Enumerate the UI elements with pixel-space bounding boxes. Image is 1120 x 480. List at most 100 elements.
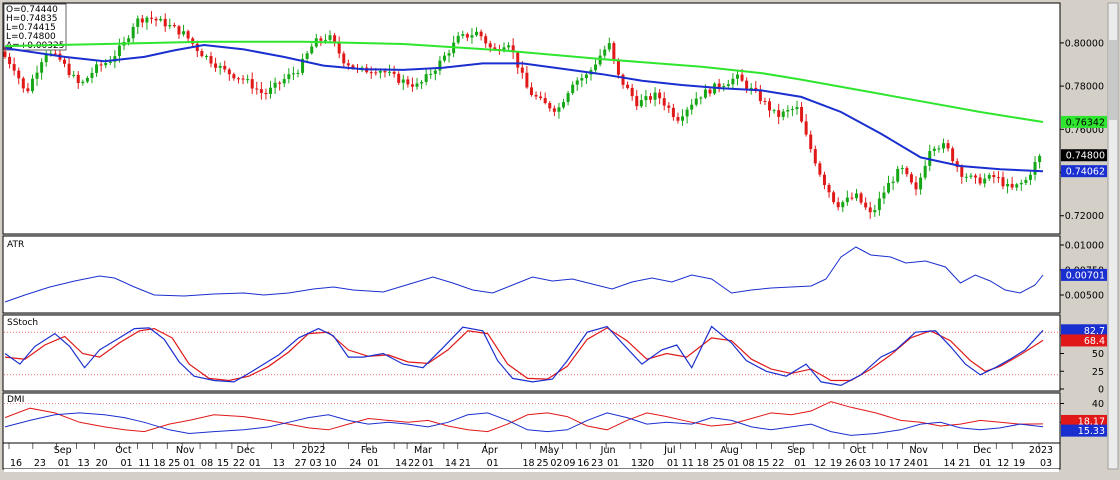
atr-panel-frame (2, 235, 1061, 314)
price-current-value-1: 0.74800 (1066, 151, 1105, 162)
ohlc-low-text: L=0.74415 (6, 23, 56, 33)
candle-down (488, 43, 492, 48)
candle-down (406, 79, 410, 85)
price-panel-frame (2, 2, 1061, 235)
candle-down (717, 83, 721, 88)
candle-up (72, 74, 76, 76)
candle-up (786, 109, 790, 112)
candle-down (232, 74, 236, 79)
x-day-label: 25 (168, 458, 180, 469)
candle-up (273, 82, 277, 88)
candle-up (420, 81, 424, 84)
moving-average-slow-line (4, 40, 1044, 123)
candle-up (703, 89, 707, 98)
candle-down (351, 65, 355, 69)
candle-up (35, 72, 39, 79)
candle-down (525, 72, 529, 88)
ohlc-info-box: O=0.74440 H=0.74835 L=0.74415 L=0.74800 … (3, 3, 67, 51)
dmi-minus-line (4, 401, 1044, 433)
candle-down (250, 79, 254, 89)
candle-up (1006, 183, 1010, 187)
candle-down (392, 71, 396, 74)
x-day-label: 13 (273, 458, 285, 469)
candle-down (342, 53, 346, 64)
candle-up (81, 81, 85, 83)
candle-down (552, 108, 556, 112)
x-day-label: 24 (904, 458, 916, 469)
x-day-label: 01 (58, 458, 70, 469)
candle-down (484, 36, 488, 44)
candle-down (800, 107, 804, 122)
x-day-label: 21 (958, 458, 970, 469)
candle-down (520, 67, 524, 73)
candle-down (708, 89, 712, 94)
candle-up (749, 87, 753, 89)
x-day-label: 22 (772, 458, 784, 469)
x-axis-strip (2, 442, 1061, 470)
x-day-label: 21 (459, 458, 471, 469)
candle-down (374, 72, 378, 74)
candle-up (969, 175, 973, 177)
x-month-label: Feb (361, 445, 378, 456)
x-month-label: Sep (54, 445, 72, 456)
right-scrollbar-thumb[interactable] (1109, 40, 1117, 120)
x-day-label: 14 (445, 458, 457, 469)
candle-down (745, 80, 749, 89)
x-day-label: 03 (310, 458, 322, 469)
price-current-value-0-box (1061, 115, 1107, 128)
candle-down (154, 18, 158, 21)
moving-averages (4, 40, 1044, 173)
x-day-label: 13 (78, 458, 90, 469)
candle-down (758, 90, 762, 102)
candle-up (1024, 179, 1028, 183)
x-month-label: Nov (909, 445, 928, 456)
candle-down (777, 110, 781, 117)
x-day-label: 23 (34, 458, 46, 469)
atr-current-value: 0.00701 (1066, 270, 1105, 281)
dmi-current-value-1: 15.33 (1078, 426, 1105, 437)
atr-y-tick-label: 0.00500 (1065, 291, 1104, 302)
candle-up (30, 78, 34, 92)
candle-up (502, 47, 506, 51)
candle-down (516, 52, 520, 68)
candle-up (726, 84, 730, 87)
x-day-label: 20 (96, 458, 108, 469)
candle-up (772, 110, 776, 112)
candle-down (333, 35, 337, 44)
candle-down (676, 117, 680, 121)
candle-up (681, 116, 685, 121)
candle-up (104, 62, 108, 66)
candle-up (1033, 162, 1037, 175)
candle-up (438, 60, 442, 71)
x-day-label: 11 (138, 458, 150, 469)
candle-down (905, 167, 909, 175)
x-day-label: 08 (742, 458, 754, 469)
x-day-label: 02 (550, 458, 562, 469)
x-day-label: 22 (408, 458, 420, 469)
candle-down (3, 51, 7, 57)
candle-up (136, 18, 140, 27)
candle-down (1010, 183, 1014, 188)
stoch-current-value-1-box (1061, 334, 1107, 347)
price-y-tick-label: 0.76000 (1065, 125, 1104, 136)
candle-down (978, 177, 982, 184)
candle-up (795, 107, 799, 110)
candle-up (566, 93, 570, 103)
candle-down (616, 59, 620, 75)
ohlc-open-text: O=0.74440 (6, 5, 58, 15)
stoch-current-value-0: 82.7 (1084, 326, 1105, 337)
x-day-label: 12 (814, 458, 826, 469)
candle-down (172, 25, 176, 27)
candle-up (429, 73, 433, 75)
candle-up (1038, 155, 1042, 163)
candle-up (882, 192, 886, 199)
candle-up (653, 92, 657, 100)
candle-up (388, 71, 392, 73)
candle-down (195, 43, 199, 52)
right-scrollbar[interactable] (1107, 2, 1119, 470)
candle-up (699, 97, 703, 99)
candle-up (328, 35, 332, 40)
candle-down (768, 101, 772, 111)
